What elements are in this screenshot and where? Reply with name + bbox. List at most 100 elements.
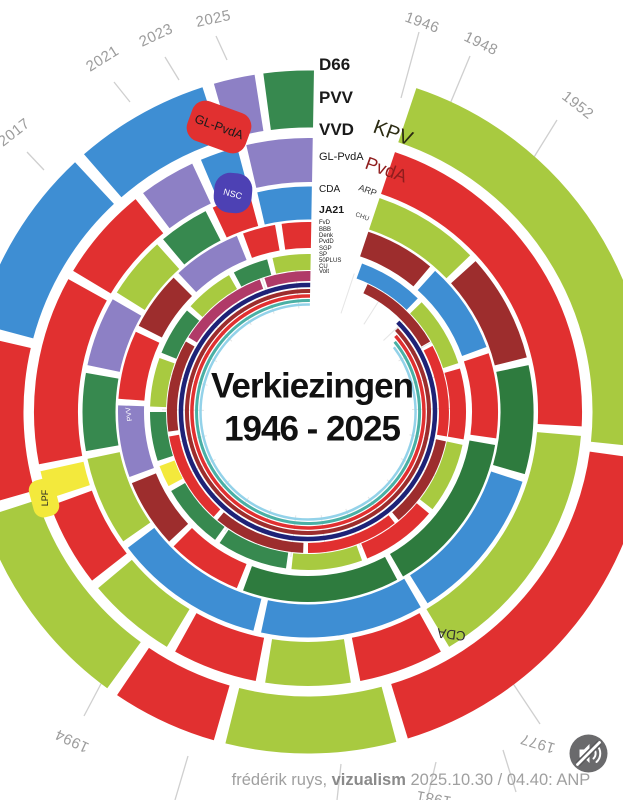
year-label: 1977 (518, 730, 557, 757)
year-leader-line (530, 119, 558, 163)
party-band-segment (178, 235, 247, 293)
year-label: 2025 (194, 7, 232, 31)
party-band-segment (392, 439, 446, 521)
party-band-segment (50, 490, 128, 581)
election-spoke (340, 273, 355, 314)
party-band-segment (0, 162, 115, 339)
legend-2025-item: VVD (319, 120, 354, 139)
party-band-segment (246, 137, 313, 189)
party-band-segment (117, 647, 231, 741)
party-band-segment (87, 451, 151, 542)
legend-2025-item: Denk (319, 233, 334, 239)
party-band-segment (423, 345, 449, 437)
party-band-segment (184, 288, 431, 535)
legend-2025-item: GL-PvdA (319, 151, 364, 163)
party-band-segment (159, 460, 183, 487)
party-band-segment (291, 545, 363, 570)
party-band-segment (171, 482, 225, 540)
mute-button[interactable] (568, 733, 609, 774)
party-band-segment (149, 411, 173, 461)
party-band-segment (368, 198, 471, 279)
band-label: CDA (436, 625, 466, 643)
party-band-segment (390, 451, 623, 739)
legend-2025-item: 50PLUS (319, 258, 341, 264)
muted-speaker-icon (569, 734, 608, 773)
legend-2025-item: PvdD (319, 239, 334, 245)
party-band-segment (116, 244, 180, 311)
year-leader-line (83, 679, 104, 717)
party-band-segment (190, 275, 238, 318)
party-band-segment (161, 310, 200, 359)
party-blob-label: LPF (40, 489, 50, 506)
party-band-segment (82, 372, 119, 452)
year-leader-line (174, 755, 189, 800)
party-band-segment (410, 302, 459, 369)
band-label: PVV (125, 406, 134, 421)
party-band-segment (190, 294, 426, 530)
credit-line: frédérik ruys, vizualism 2025.10.30 / 04… (232, 771, 591, 790)
party-band-segment (463, 353, 498, 439)
party-band-segment (272, 254, 311, 274)
party-band-segment (199, 303, 417, 521)
party-band-segment (127, 527, 262, 631)
year-label: 1946 (403, 9, 442, 37)
party-blob-label: NSC (222, 187, 243, 202)
chart-title-line1: Verkiezingen (211, 366, 414, 406)
party-band-segment (261, 578, 421, 638)
credit-meta: 2025.10.30 / 04.40: ANP (405, 771, 591, 789)
party-band-segment (398, 88, 623, 446)
party-band-segment (118, 331, 160, 401)
party-band-segment (33, 279, 108, 465)
party-band-segment (98, 559, 190, 647)
party-band-segment (263, 70, 314, 131)
party-band-segment (40, 461, 90, 499)
legend-2025-item: SGP (319, 246, 332, 252)
year-label: 2021 (83, 42, 122, 75)
party-band-segment (219, 529, 289, 569)
legend-1946-item: CHU (354, 211, 370, 222)
party-band-segment (118, 405, 155, 477)
party-band-segment (307, 515, 395, 553)
party-band-segment (0, 340, 35, 501)
party-band-segment (87, 299, 142, 373)
legend-2025-item: JA21 (319, 204, 344, 216)
party-band-segment (444, 368, 466, 440)
party-band-segment (363, 284, 431, 347)
party-band-segment (175, 612, 265, 681)
party-band-segment (169, 434, 221, 517)
party-band-segment (450, 261, 527, 366)
party-band-segment (264, 270, 311, 288)
credit-brand: vizualism (331, 771, 406, 789)
party-band-segment (217, 512, 304, 553)
party-band-segment (426, 431, 581, 647)
year-leader-line (426, 761, 437, 800)
legend-2025-item: PVV (319, 88, 354, 107)
party-band-segment (492, 365, 534, 475)
year-leader-line (26, 151, 45, 171)
party-band-segment (166, 341, 195, 432)
party-band-segment (257, 186, 312, 225)
legend-2025-item: SP (319, 252, 327, 258)
legend-2025-item: FvD (319, 220, 331, 226)
chart-title-line2: 1946 - 2025 (224, 409, 401, 448)
chart-title: Verkiezingen 1946 - 2025 (211, 365, 414, 450)
year-label: 1994 (52, 725, 91, 755)
credit-author: frédérik ruys, (231, 771, 332, 789)
party-band-segment (0, 499, 142, 689)
year-leader-line (400, 31, 420, 99)
party-blob: GL-PvdA (186, 100, 252, 154)
party-band-segment (163, 211, 221, 265)
party-band-segment (173, 527, 247, 589)
party-band-segment (389, 440, 496, 577)
party-band-segment (409, 471, 523, 604)
year-leader-line (164, 56, 180, 81)
party-band-segment (143, 163, 212, 229)
party-band-segment (356, 263, 418, 310)
party-blob: NSC (213, 172, 253, 214)
party-blob: LPF (28, 478, 60, 518)
party-band-segment (419, 441, 463, 510)
party-band-segment (73, 199, 164, 294)
party-band-segment (195, 298, 422, 525)
